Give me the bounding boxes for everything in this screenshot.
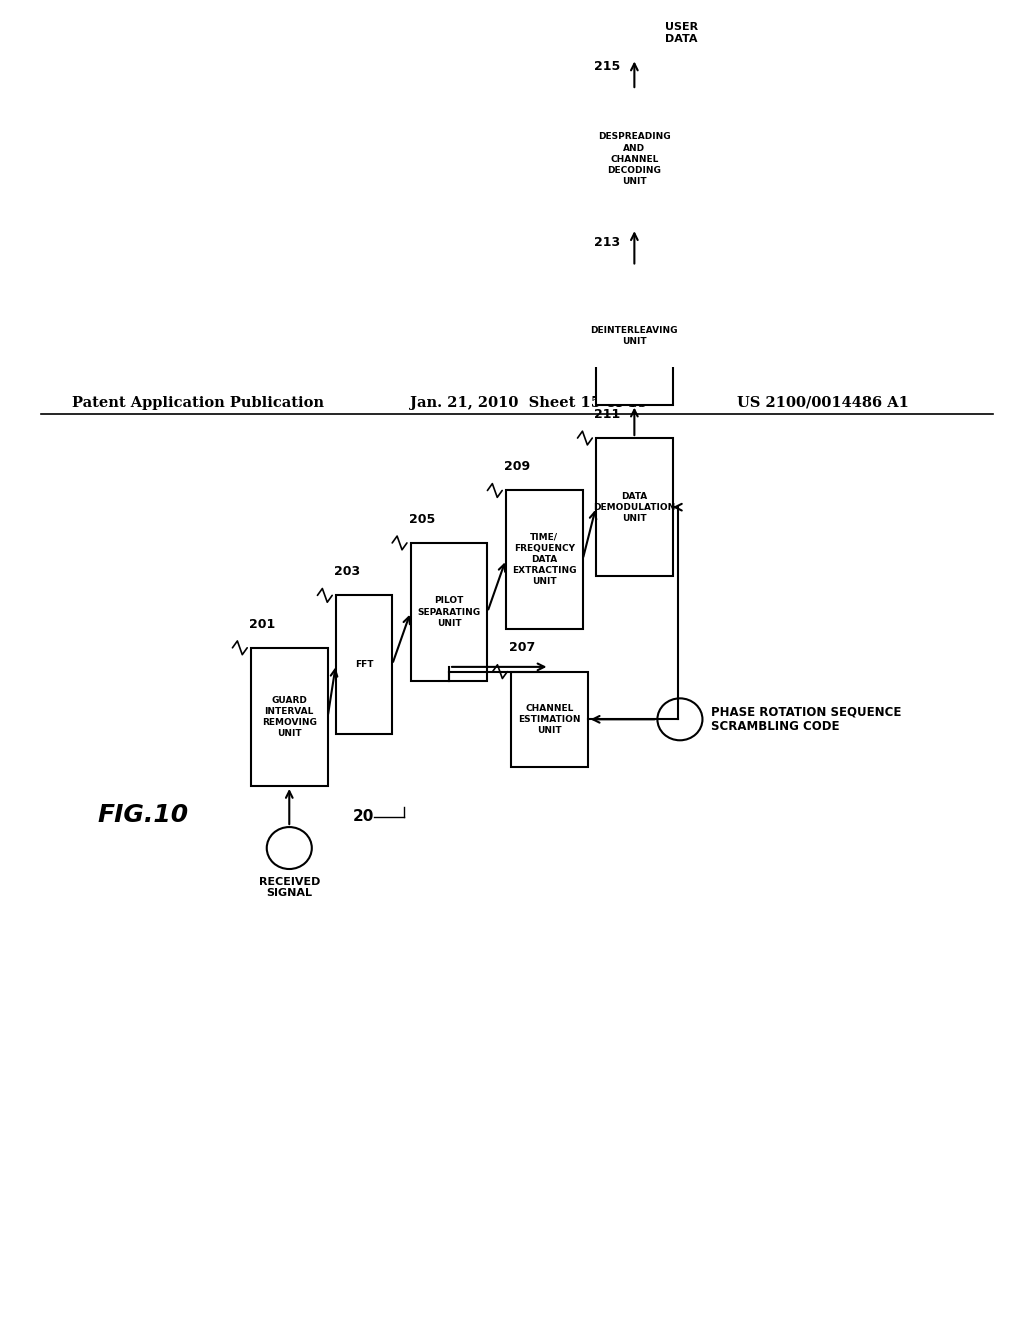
Bar	[251, 648, 328, 787]
Text: DEINTERLEAVING
UNIT: DEINTERLEAVING UNIT	[591, 326, 678, 346]
Circle shape	[611, 17, 657, 58]
Text: 213: 213	[594, 236, 621, 249]
Text: RECEIVED
SIGNAL: RECEIVED SIGNAL	[259, 876, 319, 898]
Circle shape	[657, 698, 702, 741]
Text: CHANNEL
ESTIMATION
UNIT: CHANNEL ESTIMATION UNIT	[518, 704, 581, 735]
Text: 211: 211	[594, 408, 621, 421]
Text: 20: 20	[353, 809, 374, 824]
Text: GUARD
INTERVAL
REMOVING
UNIT: GUARD INTERVAL REMOVING UNIT	[262, 696, 316, 738]
Bar	[336, 595, 392, 734]
Text: USER
DATA: USER DATA	[666, 22, 698, 44]
Text: TIME/
FREQUENCY
DATA
EXTRACTING
UNIT: TIME/ FREQUENCY DATA EXTRACTING UNIT	[512, 533, 577, 586]
Bar	[411, 543, 487, 681]
Text: DATA
DEMODULATION
UNIT: DATA DEMODULATION UNIT	[593, 491, 676, 523]
Text: PHASE ROTATION SEQUENCE
SCRAMBLING CODE: PHASE ROTATION SEQUENCE SCRAMBLING CODE	[711, 705, 901, 734]
Text: 209: 209	[504, 461, 530, 474]
Bar	[596, 267, 673, 405]
Text: FFT: FFT	[354, 660, 374, 669]
Text: US 2100/0014486 A1: US 2100/0014486 A1	[737, 396, 909, 409]
Text: 215: 215	[594, 59, 621, 73]
Text: DESPREADING
AND
CHANNEL
DECODING
UNIT: DESPREADING AND CHANNEL DECODING UNIT	[598, 132, 671, 186]
Text: Patent Application Publication: Patent Application Publication	[72, 396, 324, 409]
Text: Jan. 21, 2010  Sheet 15 of 19: Jan. 21, 2010 Sheet 15 of 19	[410, 396, 647, 409]
Circle shape	[266, 828, 311, 869]
Bar	[506, 491, 583, 628]
Bar	[596, 438, 673, 577]
Text: FIG.10: FIG.10	[98, 803, 188, 826]
Text: 203: 203	[334, 565, 360, 578]
Bar	[596, 90, 673, 228]
Bar	[511, 672, 588, 767]
Text: 207: 207	[509, 642, 536, 655]
Text: 205: 205	[409, 512, 435, 525]
Text: 201: 201	[249, 618, 275, 631]
Text: PILOT
SEPARATING
UNIT: PILOT SEPARATING UNIT	[418, 597, 480, 627]
